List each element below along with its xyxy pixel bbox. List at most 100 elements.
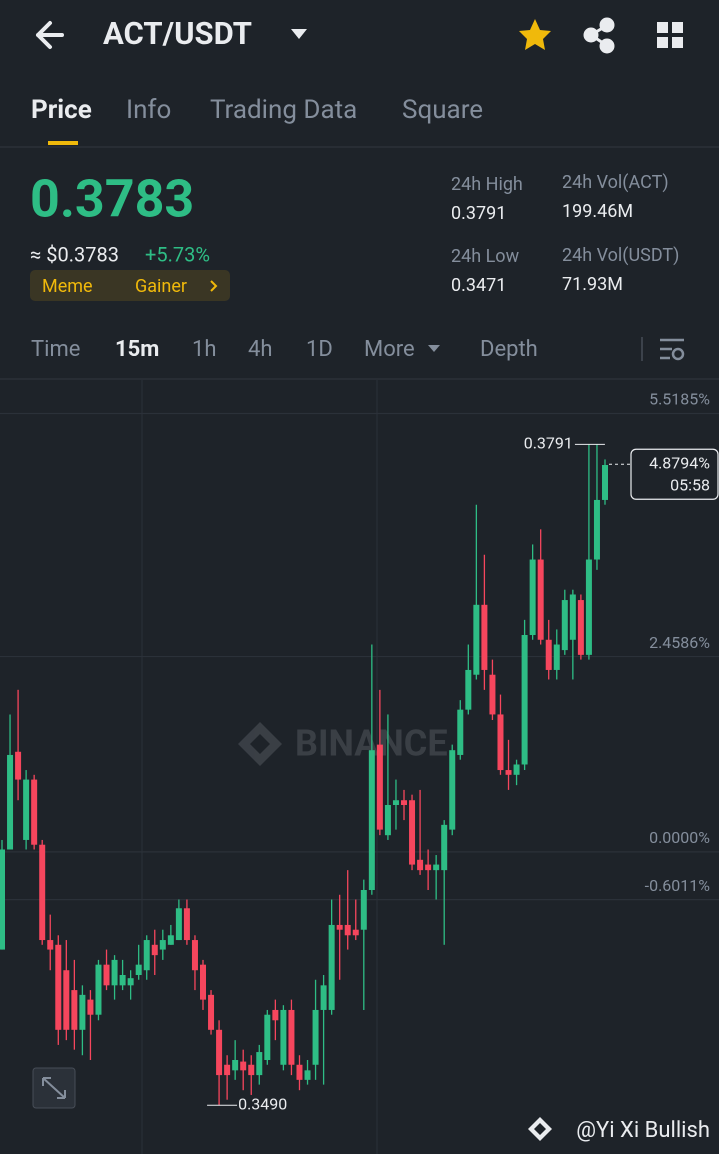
candle-body xyxy=(208,994,215,1030)
candle-body xyxy=(151,944,158,956)
candle-body xyxy=(457,709,464,755)
tag: Meme xyxy=(42,276,93,297)
candle-body xyxy=(127,978,134,986)
candle-body xyxy=(200,964,206,1000)
candle-body xyxy=(87,999,94,1015)
interval[interactable]: 1D xyxy=(306,337,333,362)
candle-body xyxy=(119,975,126,986)
candle-body xyxy=(473,604,480,675)
candle-body xyxy=(312,1009,319,1065)
candle-body xyxy=(505,770,512,775)
candle-body xyxy=(0,849,5,950)
candle-body xyxy=(545,639,552,670)
footer-logo xyxy=(528,1117,552,1141)
candle-body xyxy=(417,859,424,871)
last-price: 0.3783 xyxy=(30,169,194,230)
candle-body xyxy=(39,844,46,941)
favorite-star[interactable] xyxy=(519,19,551,50)
more-caret xyxy=(428,345,440,352)
tab[interactable]: Square xyxy=(402,95,483,125)
candle-body xyxy=(47,940,54,950)
candle-body xyxy=(296,1064,303,1080)
candle-body xyxy=(7,754,14,850)
tab-indicator xyxy=(48,141,78,145)
interval[interactable]: More xyxy=(364,337,415,362)
candle-body xyxy=(449,750,456,830)
candle-body xyxy=(320,985,327,1010)
stat-label: 24h Vol(USDT) xyxy=(562,245,679,266)
share-button[interactable] xyxy=(583,17,615,54)
stat-value: 199.46M xyxy=(562,201,633,222)
candle-body xyxy=(553,644,560,670)
chart-settings[interactable] xyxy=(660,338,685,361)
candle-body xyxy=(167,935,174,945)
stat-value: 71.93M xyxy=(562,274,623,295)
pair-dropdown[interactable] xyxy=(291,29,307,39)
stat-value: 0.3791 xyxy=(451,203,506,224)
candle-body xyxy=(248,1064,255,1076)
candle-body xyxy=(191,940,198,971)
interval[interactable]: 4h xyxy=(248,337,272,362)
menu-grid[interactable] xyxy=(657,22,683,48)
candle-body xyxy=(183,908,190,941)
candle-body xyxy=(585,559,592,655)
back-button[interactable] xyxy=(36,21,64,49)
candle-body xyxy=(280,1009,287,1065)
candle-body xyxy=(529,559,536,635)
stat-value: 0.3471 xyxy=(451,275,506,296)
low-label: 0.3490 xyxy=(238,1094,287,1113)
candle-body xyxy=(224,1064,231,1076)
candle-body xyxy=(31,779,38,845)
stat-label: 24h Vol(ACT) xyxy=(562,172,669,193)
footer-credit: @Yi Xi Bullish xyxy=(576,1118,710,1143)
candle-body xyxy=(111,959,118,986)
candle-body xyxy=(577,600,584,655)
stat-label: 24h Low xyxy=(451,246,520,267)
y-tick-label: 2.4586% xyxy=(649,633,710,652)
candle-body xyxy=(216,1029,223,1076)
high-label: 0.3791 xyxy=(524,434,573,453)
candle-body xyxy=(593,499,600,560)
candle-body xyxy=(103,964,110,986)
candle-body xyxy=(95,964,102,1015)
interval[interactable]: Time xyxy=(31,337,80,362)
candle-body xyxy=(55,944,62,1030)
candle-body xyxy=(465,669,472,710)
candle-body xyxy=(392,800,399,805)
candle-body xyxy=(360,890,367,930)
interval[interactable]: 15m xyxy=(115,337,159,362)
candle-body xyxy=(79,994,86,1030)
candle-body xyxy=(425,864,432,871)
candle-body xyxy=(561,600,568,651)
candle-body xyxy=(240,1061,247,1071)
candle-body xyxy=(23,779,30,840)
candle-body xyxy=(135,964,142,975)
last-price-label: 4.8794% xyxy=(649,453,710,472)
candle-body xyxy=(336,924,343,930)
fullscreen-icon xyxy=(42,1077,66,1099)
candle-body xyxy=(497,714,504,771)
y-tick-label: 5.5185% xyxy=(649,390,710,409)
candle-body xyxy=(272,1009,279,1021)
tab[interactable]: Info xyxy=(126,95,171,125)
interval[interactable]: 1h xyxy=(192,337,216,362)
candle-body xyxy=(433,864,440,871)
candle-body xyxy=(328,924,335,1010)
candle-body xyxy=(513,764,520,775)
tag-box[interactable] xyxy=(30,270,230,301)
candle-body xyxy=(401,800,407,805)
candle-body xyxy=(376,744,383,830)
pair-title[interactable]: ACT/USDT xyxy=(103,15,252,52)
y-tick-label: 0.0000% xyxy=(649,828,710,847)
candle-body xyxy=(63,970,70,1030)
interval[interactable]: Depth xyxy=(480,337,538,362)
tab[interactable]: Trading Data xyxy=(210,95,357,125)
candle-body xyxy=(288,1009,295,1065)
candle-body xyxy=(175,908,182,941)
candle-body xyxy=(602,465,608,500)
candle-body xyxy=(569,594,576,640)
tag: Gainer xyxy=(135,276,187,297)
tab[interactable]: Price xyxy=(31,95,92,125)
